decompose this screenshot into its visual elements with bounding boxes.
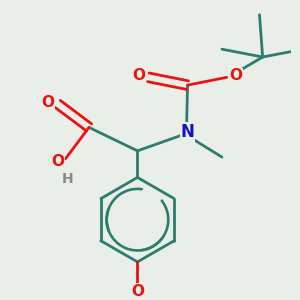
Text: O: O	[230, 68, 242, 83]
Text: N: N	[181, 123, 194, 141]
Text: O: O	[51, 154, 64, 169]
Text: O: O	[132, 68, 145, 83]
Text: O: O	[41, 95, 54, 110]
Text: O: O	[131, 284, 144, 298]
Text: H: H	[61, 172, 73, 186]
